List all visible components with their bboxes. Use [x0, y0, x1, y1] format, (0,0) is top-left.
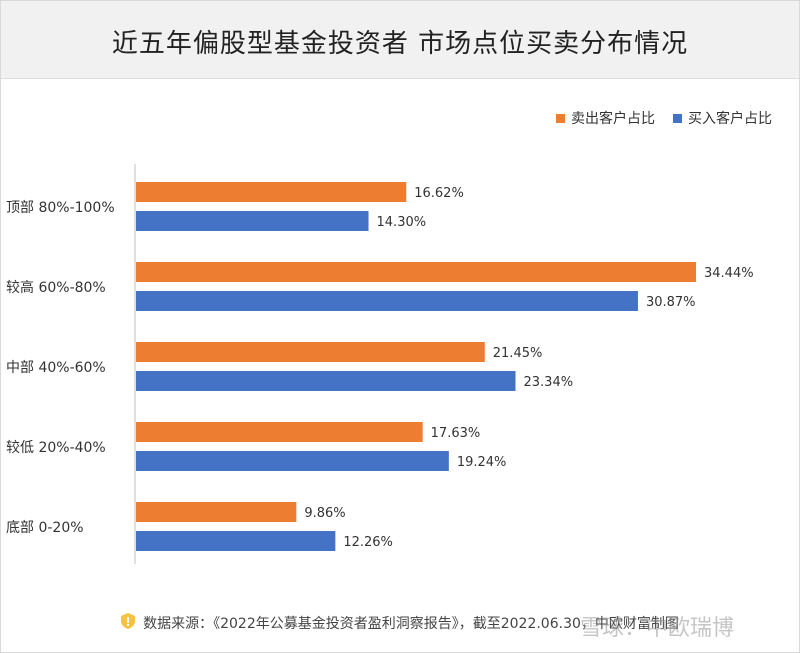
data-label-buy: 23.34%: [524, 375, 574, 390]
category-label: 中部 40%-60%: [6, 360, 106, 376]
chart-header: 近五年偏股型基金投资者 市场点位买卖分布情况: [1, 1, 799, 79]
chart-title: 近五年偏股型基金投资者 市场点位买卖分布情况: [111, 29, 689, 59]
legend-label-sell: 卖出客户占比: [571, 111, 655, 127]
bar-buy: [136, 451, 449, 471]
legend-swatch-buy: [673, 113, 682, 123]
chart-footer: 数据来源：《2022年公募基金投资者盈利洞察报告》，截至2022.06.30，中…: [0, 612, 800, 634]
legend-item-sell: 卖出客户占比: [556, 108, 655, 128]
bar-sell: [136, 182, 407, 202]
category-label: 顶部 80%-100%: [6, 200, 115, 216]
bar-buy: [136, 531, 336, 551]
shield-icon: [121, 613, 136, 633]
data-source-text: 数据来源：《2022年公募基金投资者盈利洞察报告》，截至2022.06.30，中…: [143, 616, 679, 632]
bar-buy: [136, 291, 638, 311]
chart-legend: 卖出客户占比 买入客户占比: [556, 108, 772, 128]
bar-sell: [136, 262, 696, 282]
data-label-sell: 16.62%: [414, 186, 464, 201]
legend-swatch-sell: [556, 113, 565, 123]
category-label: 底部 0-20%: [6, 520, 84, 536]
bar-sell: [136, 422, 423, 442]
data-label-buy: 19.24%: [457, 455, 507, 470]
bar-sell: [136, 342, 485, 362]
category-label: 较低 20%-40%: [6, 440, 106, 456]
category-label: 较高 60%-80%: [6, 279, 106, 296]
data-label-buy: 14.30%: [377, 215, 427, 230]
legend-item-buy: 买入客户占比: [673, 108, 772, 128]
data-label-sell: 17.63%: [431, 426, 481, 441]
bar-buy: [136, 371, 516, 391]
data-label-sell: 9.86%: [304, 506, 345, 521]
legend-label-buy: 买入客户占比: [688, 111, 772, 127]
data-label-buy: 30.87%: [646, 295, 696, 310]
bar-buy: [136, 211, 369, 231]
data-label-buy: 12.26%: [343, 535, 393, 550]
data-label-sell: 21.45%: [493, 346, 543, 361]
data-label-sell: 34.44%: [704, 266, 754, 281]
bar-sell: [136, 502, 297, 522]
